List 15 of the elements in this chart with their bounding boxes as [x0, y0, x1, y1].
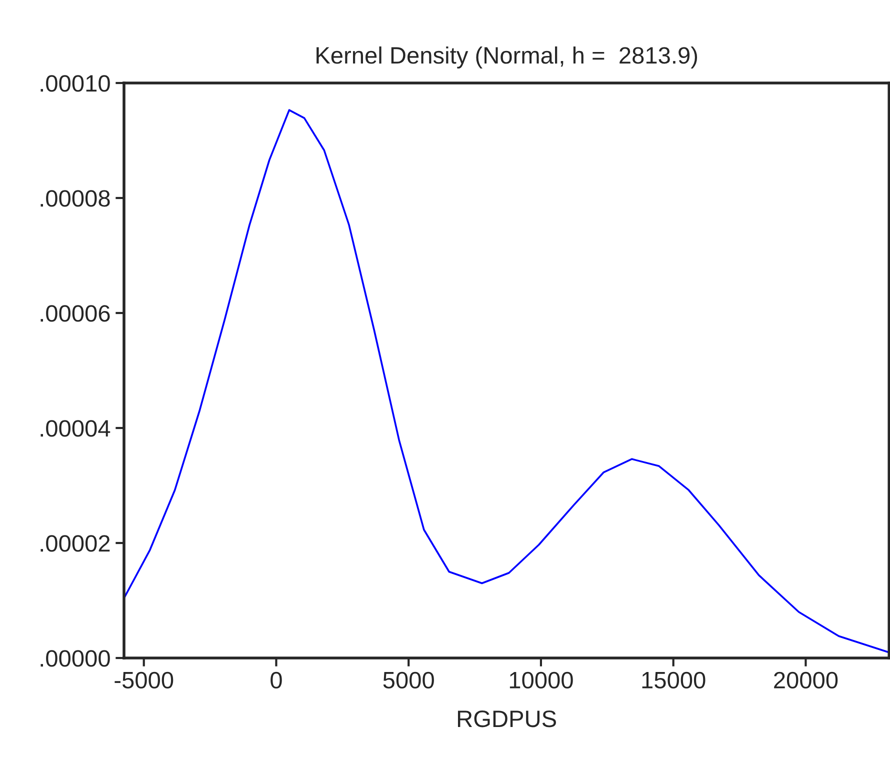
x-tick-label: 15000 [642, 672, 706, 689]
y-tick-label: .00002 [40, 535, 110, 552]
y-tick-label: .00004 [40, 420, 110, 437]
y-tick-label: .00006 [40, 305, 110, 322]
x-tick-label: 10000 [510, 672, 573, 689]
line-series [124, 109, 890, 654]
x-axis-title: RGDPUS [458, 710, 556, 728]
x-tick-label: 20000 [774, 672, 838, 689]
chart-title: Kernel Density (Normal, h = 2813.9) [316, 46, 698, 68]
y-tick-label: .00010 [40, 75, 110, 92]
y-tick-label: .00008 [40, 190, 110, 207]
x-tick-label: 0 [270, 672, 282, 689]
x-tick-label: -5000 [114, 672, 174, 689]
y-tick-label: .00000 [40, 650, 110, 667]
x-tick-label: 5000 [383, 672, 434, 689]
